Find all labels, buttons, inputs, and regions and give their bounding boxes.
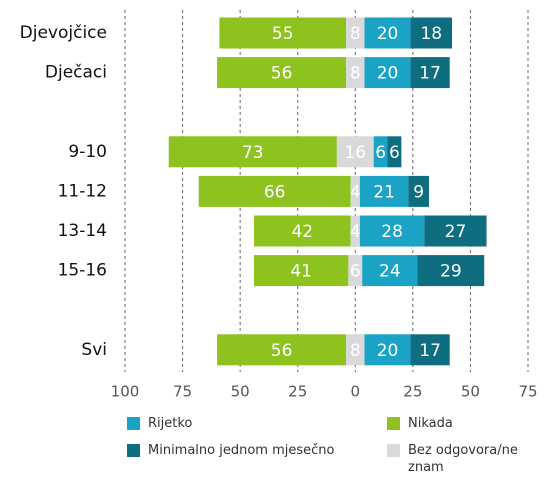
legend-item: Nikada	[387, 415, 537, 432]
value-label: 4	[350, 222, 361, 242]
bar-segment	[387, 136, 402, 168]
category-label: Dječaci	[45, 63, 107, 83]
value-label: 8	[350, 341, 361, 361]
category-label: 11-12	[58, 181, 107, 201]
bar-segment	[168, 136, 337, 168]
legend-swatch	[127, 444, 140, 457]
x-tick-label: 75	[173, 383, 192, 401]
value-label: 42	[291, 222, 313, 242]
value-label: 16	[344, 143, 366, 163]
value-label: 28	[381, 222, 403, 242]
bar-segment	[359, 215, 425, 247]
x-tick-label: 25	[403, 383, 422, 401]
value-label: 8	[350, 24, 361, 44]
bar-segment	[253, 215, 351, 247]
value-label: 20	[377, 24, 399, 44]
bar-segment	[373, 136, 388, 168]
legend-label: Rijetko	[148, 416, 193, 431]
value-label: 29	[440, 262, 462, 282]
bar-segment	[410, 57, 450, 89]
bar-segment	[253, 255, 349, 287]
x-tick-label: 25	[288, 383, 307, 401]
value-label: 20	[377, 64, 399, 84]
bar-segment	[346, 57, 365, 89]
bar-segment	[346, 334, 365, 366]
value-label: 9	[413, 182, 424, 202]
category-label: 13-14	[58, 221, 107, 241]
bar-segment	[359, 175, 409, 207]
legend-swatch	[387, 444, 400, 457]
category-label: 9-10	[68, 142, 107, 162]
bar-segment	[217, 334, 347, 366]
bar-segment	[336, 136, 374, 168]
value-label: 6	[350, 262, 361, 282]
value-label: 20	[377, 341, 399, 361]
value-label: 18	[420, 24, 442, 44]
legend-item: Rijetko	[127, 415, 277, 432]
bar-segment	[410, 17, 453, 49]
bar-segment	[362, 255, 418, 287]
bar-segment	[364, 57, 411, 89]
bar-segment	[350, 175, 360, 207]
value-label: 73	[242, 143, 264, 163]
value-label: 55	[272, 24, 294, 44]
bar-segment	[410, 334, 450, 366]
legend-label: Minimalno jednom mjesečno	[148, 443, 335, 458]
bar-segment	[364, 334, 411, 366]
value-label: 66	[264, 182, 286, 202]
bar-segment	[350, 215, 360, 247]
x-tick-label: 50	[231, 383, 250, 401]
value-label: 6	[375, 143, 386, 163]
value-label: 4	[350, 182, 361, 202]
value-label: 17	[419, 341, 441, 361]
x-tick-label: 0	[351, 383, 361, 401]
legend-label: Bez odgovora/ne znam	[408, 443, 518, 475]
category-label: Svi	[81, 340, 107, 360]
bar-segment	[364, 17, 411, 49]
value-label: 17	[419, 64, 441, 84]
value-label: 24	[379, 262, 401, 282]
category-label: Djevojčice	[20, 23, 107, 43]
bar-segment	[408, 175, 429, 207]
value-label: 41	[290, 262, 312, 282]
category-label: 15-16	[58, 261, 107, 281]
bar-segment	[348, 255, 363, 287]
bar-segment	[424, 215, 487, 247]
value-label: 8	[350, 64, 361, 84]
value-label: 56	[271, 64, 293, 84]
legend-label: Nikada	[408, 416, 453, 431]
value-label: 6	[389, 143, 400, 163]
legend-item: Minimalno jednom mjesečno	[127, 442, 377, 459]
legend-item: Bez odgovora/ne znam	[387, 442, 537, 476]
x-tick-label: 100	[111, 383, 140, 401]
x-tick-label: 50	[461, 383, 480, 401]
legend-swatch	[127, 417, 140, 430]
bar-segment	[346, 17, 365, 49]
bar-segment	[219, 17, 347, 49]
legend-swatch	[387, 417, 400, 430]
value-label: 56	[271, 341, 293, 361]
bar-segment	[417, 255, 485, 287]
x-tick-label: 75	[518, 383, 537, 401]
value-label: 27	[445, 222, 467, 242]
value-label: 21	[373, 182, 395, 202]
bar-segment	[217, 57, 347, 89]
bar-segment	[198, 175, 351, 207]
